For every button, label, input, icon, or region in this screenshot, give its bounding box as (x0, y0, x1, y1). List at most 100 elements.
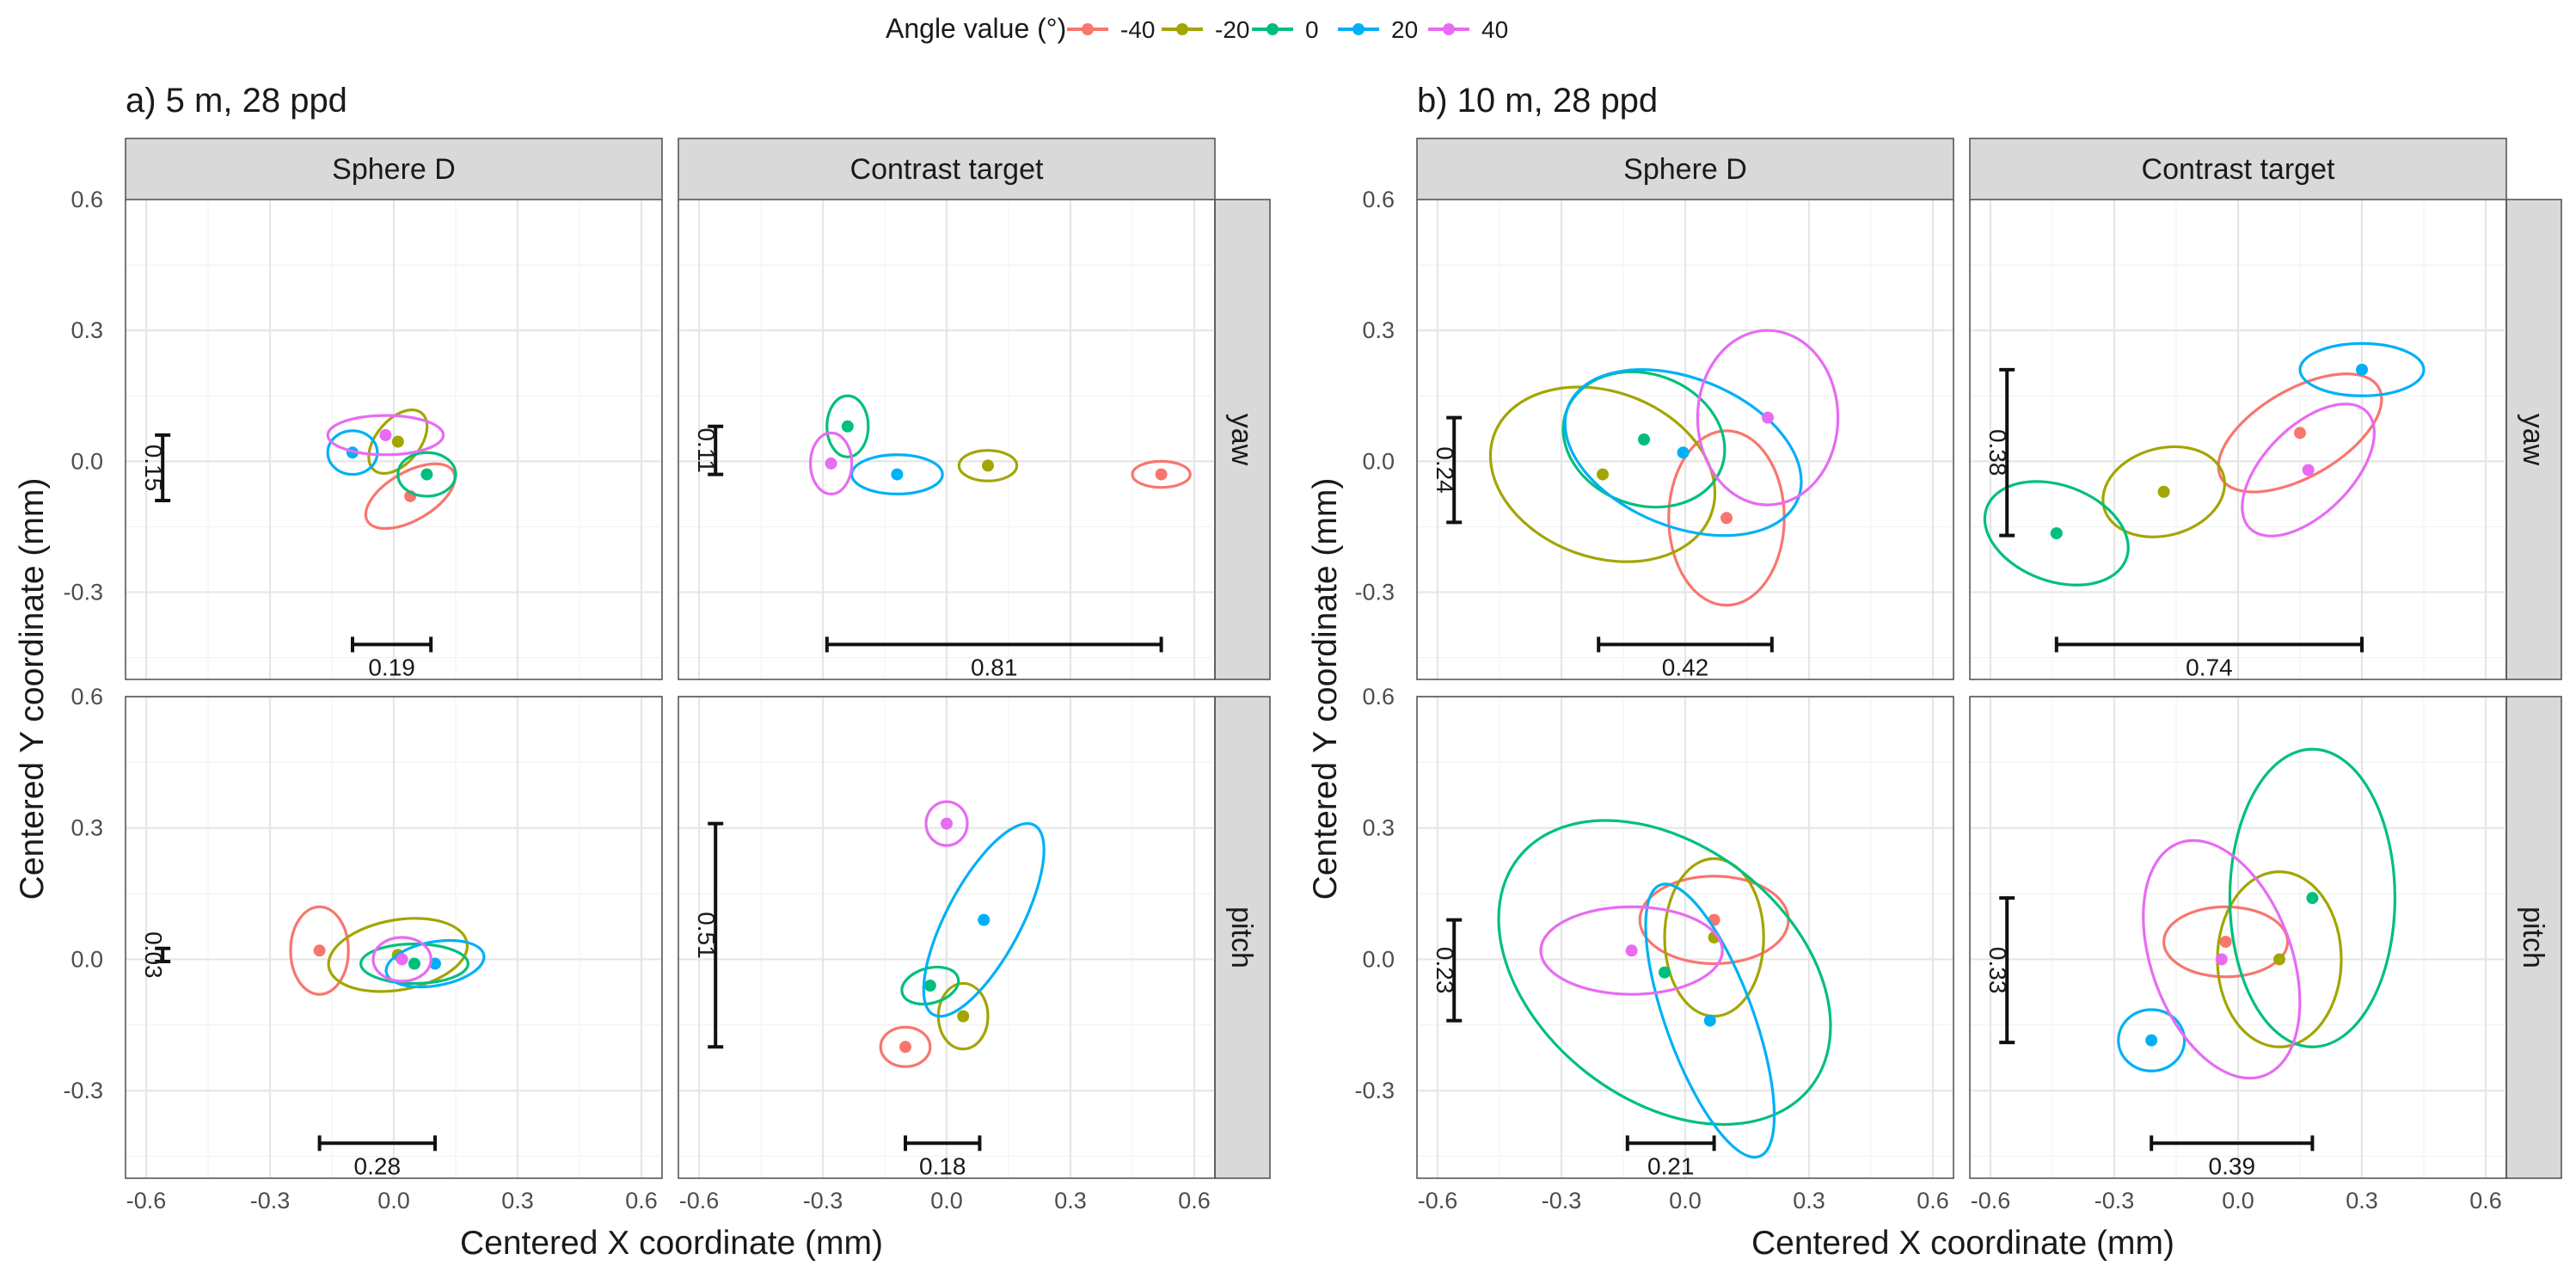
confidence-ellipse (1983, 480, 2130, 587)
y-range-label: 0.15 (140, 445, 167, 492)
x-tick-label: -0.6 (1971, 1188, 2011, 1213)
x-tick-label: 0.6 (2469, 1188, 2502, 1213)
column-strip-label: Sphere D (332, 153, 456, 186)
x-range-label: 0.18 (919, 1152, 966, 1179)
data-point (2215, 953, 2228, 966)
x-tick-label: -0.6 (1418, 1188, 1458, 1213)
confidence-ellipse (1644, 882, 1776, 1159)
x-range-label: 0.21 (1647, 1152, 1695, 1179)
column-strip-label: Sphere D (1623, 153, 1747, 186)
legend-label: -40 (1120, 16, 1155, 43)
legend: Angle value (°) -40 -20 0 20 40 (886, 13, 1508, 44)
row-strip: pitch (1214, 696, 1271, 1179)
column-strip-label: Contrast target (850, 153, 1044, 186)
x-axis-title: Centered X coordinate (mm) (1751, 1225, 2174, 1262)
data-point (2356, 363, 2368, 376)
confidence-ellipse (2217, 372, 2383, 494)
data-point (408, 957, 420, 970)
row-strip-label: yaw (2517, 414, 2549, 466)
legend-label: -20 (1215, 16, 1249, 43)
data-point (420, 468, 433, 481)
panel-border (1416, 199, 1954, 680)
panel-border (678, 696, 1216, 1179)
row-strip-bg (2505, 199, 2562, 680)
facet-panel: 0.21 0.23 (1416, 695, 1954, 1179)
data-point (2145, 1034, 2158, 1047)
x-tick-label: 0.0 (1669, 1188, 1702, 1213)
x-tick-label: 0.3 (1793, 1188, 1825, 1213)
x-range-label: 0.42 (1662, 654, 1709, 680)
y-tick-label: 0.0 (1362, 946, 1395, 972)
facet-panel: 0.39 0.33 (1969, 695, 2507, 1179)
chart-title: b) 10 m, 28 ppd (1417, 82, 1658, 120)
confidence-ellipse (384, 938, 486, 989)
panel-border (125, 696, 663, 1179)
confidence-ellipse (879, 1025, 932, 1068)
column-strip-label: Contrast target (2142, 153, 2335, 186)
row-strip-label: pitch (1225, 906, 1258, 968)
x-tick-label: 0.3 (2346, 1188, 2378, 1213)
data-point (1677, 446, 1690, 459)
y-range-label: 0.23 (1432, 947, 1458, 994)
confidence-ellipse (2142, 839, 2302, 1080)
y-range-label: 0.33 (1984, 947, 2011, 994)
facet-panel: 0.81 0.11 (678, 198, 1216, 680)
data-point (2302, 464, 2315, 476)
confidence-ellipse (326, 414, 445, 457)
x-tick-label: -0.3 (250, 1188, 291, 1213)
legend-key-point (1082, 23, 1094, 35)
panel-border (125, 199, 663, 680)
column-strip: Sphere D (125, 138, 663, 200)
data-point (899, 1041, 911, 1054)
legend-key-point (1352, 23, 1365, 35)
x-tick-label: 0.0 (2222, 1188, 2254, 1213)
confidence-ellipse (1131, 459, 1192, 489)
legend-item: -20 (1162, 16, 1249, 43)
y-tick-label: 0.0 (1362, 448, 1395, 474)
legend-title: Angle value (°) (886, 13, 1066, 44)
confidence-ellipse (359, 943, 470, 986)
data-point (1762, 411, 1774, 424)
data-point (1720, 512, 1733, 525)
x-tick-label: -0.6 (126, 1188, 167, 1213)
y-range-label: 0.51 (693, 912, 720, 959)
y-tick-label: 0.0 (71, 448, 103, 474)
x-tick-label: 0.0 (930, 1188, 963, 1213)
data-point (957, 1010, 970, 1023)
confidence-ellipse (957, 449, 1019, 482)
data-point (2157, 485, 2170, 498)
y-range-label: 0.38 (1984, 429, 2011, 476)
data-point (941, 817, 953, 830)
x-range-label: 0.74 (2186, 654, 2233, 680)
data-point (313, 944, 326, 957)
panel-border (1969, 696, 2507, 1179)
panel-border (1416, 696, 1954, 1179)
legend-key-point (1267, 23, 1279, 35)
confidence-ellipse (326, 429, 379, 476)
confidence-ellipse (289, 905, 350, 996)
row-strip-label: yaw (1225, 414, 1258, 466)
row-strip: yaw (2505, 199, 2562, 680)
x-tick-label: 0.3 (1054, 1188, 1087, 1213)
x-tick-label: -0.6 (679, 1188, 720, 1213)
y-axis-title: Centered Y coordinate (mm) (1307, 478, 1344, 900)
y-range-label: 0.24 (1432, 446, 1458, 494)
data-point (891, 468, 904, 481)
legend-label: 0 (1305, 16, 1319, 43)
data-point (391, 435, 404, 448)
x-range-label: 0.28 (354, 1152, 402, 1179)
y-tick-label: -0.3 (1354, 580, 1395, 605)
x-tick-label: -0.3 (1542, 1188, 1582, 1213)
confidence-ellipse (2228, 747, 2396, 1048)
column-strip: Contrast target (1969, 138, 2507, 200)
data-point (2273, 953, 2285, 966)
legend-key-point (1176, 23, 1188, 35)
y-tick-label: 0.6 (71, 187, 103, 212)
chart-title: a) 5 m, 28 ppd (126, 82, 347, 120)
confidence-ellipse (808, 431, 854, 496)
facet-panel: 0.74 0.38 (1969, 198, 2507, 680)
x-tick-label: 0.6 (1917, 1188, 1949, 1213)
legend-label: 40 (1481, 16, 1508, 43)
panel-border (1969, 199, 2507, 680)
column-strip: Contrast target (678, 138, 1216, 200)
